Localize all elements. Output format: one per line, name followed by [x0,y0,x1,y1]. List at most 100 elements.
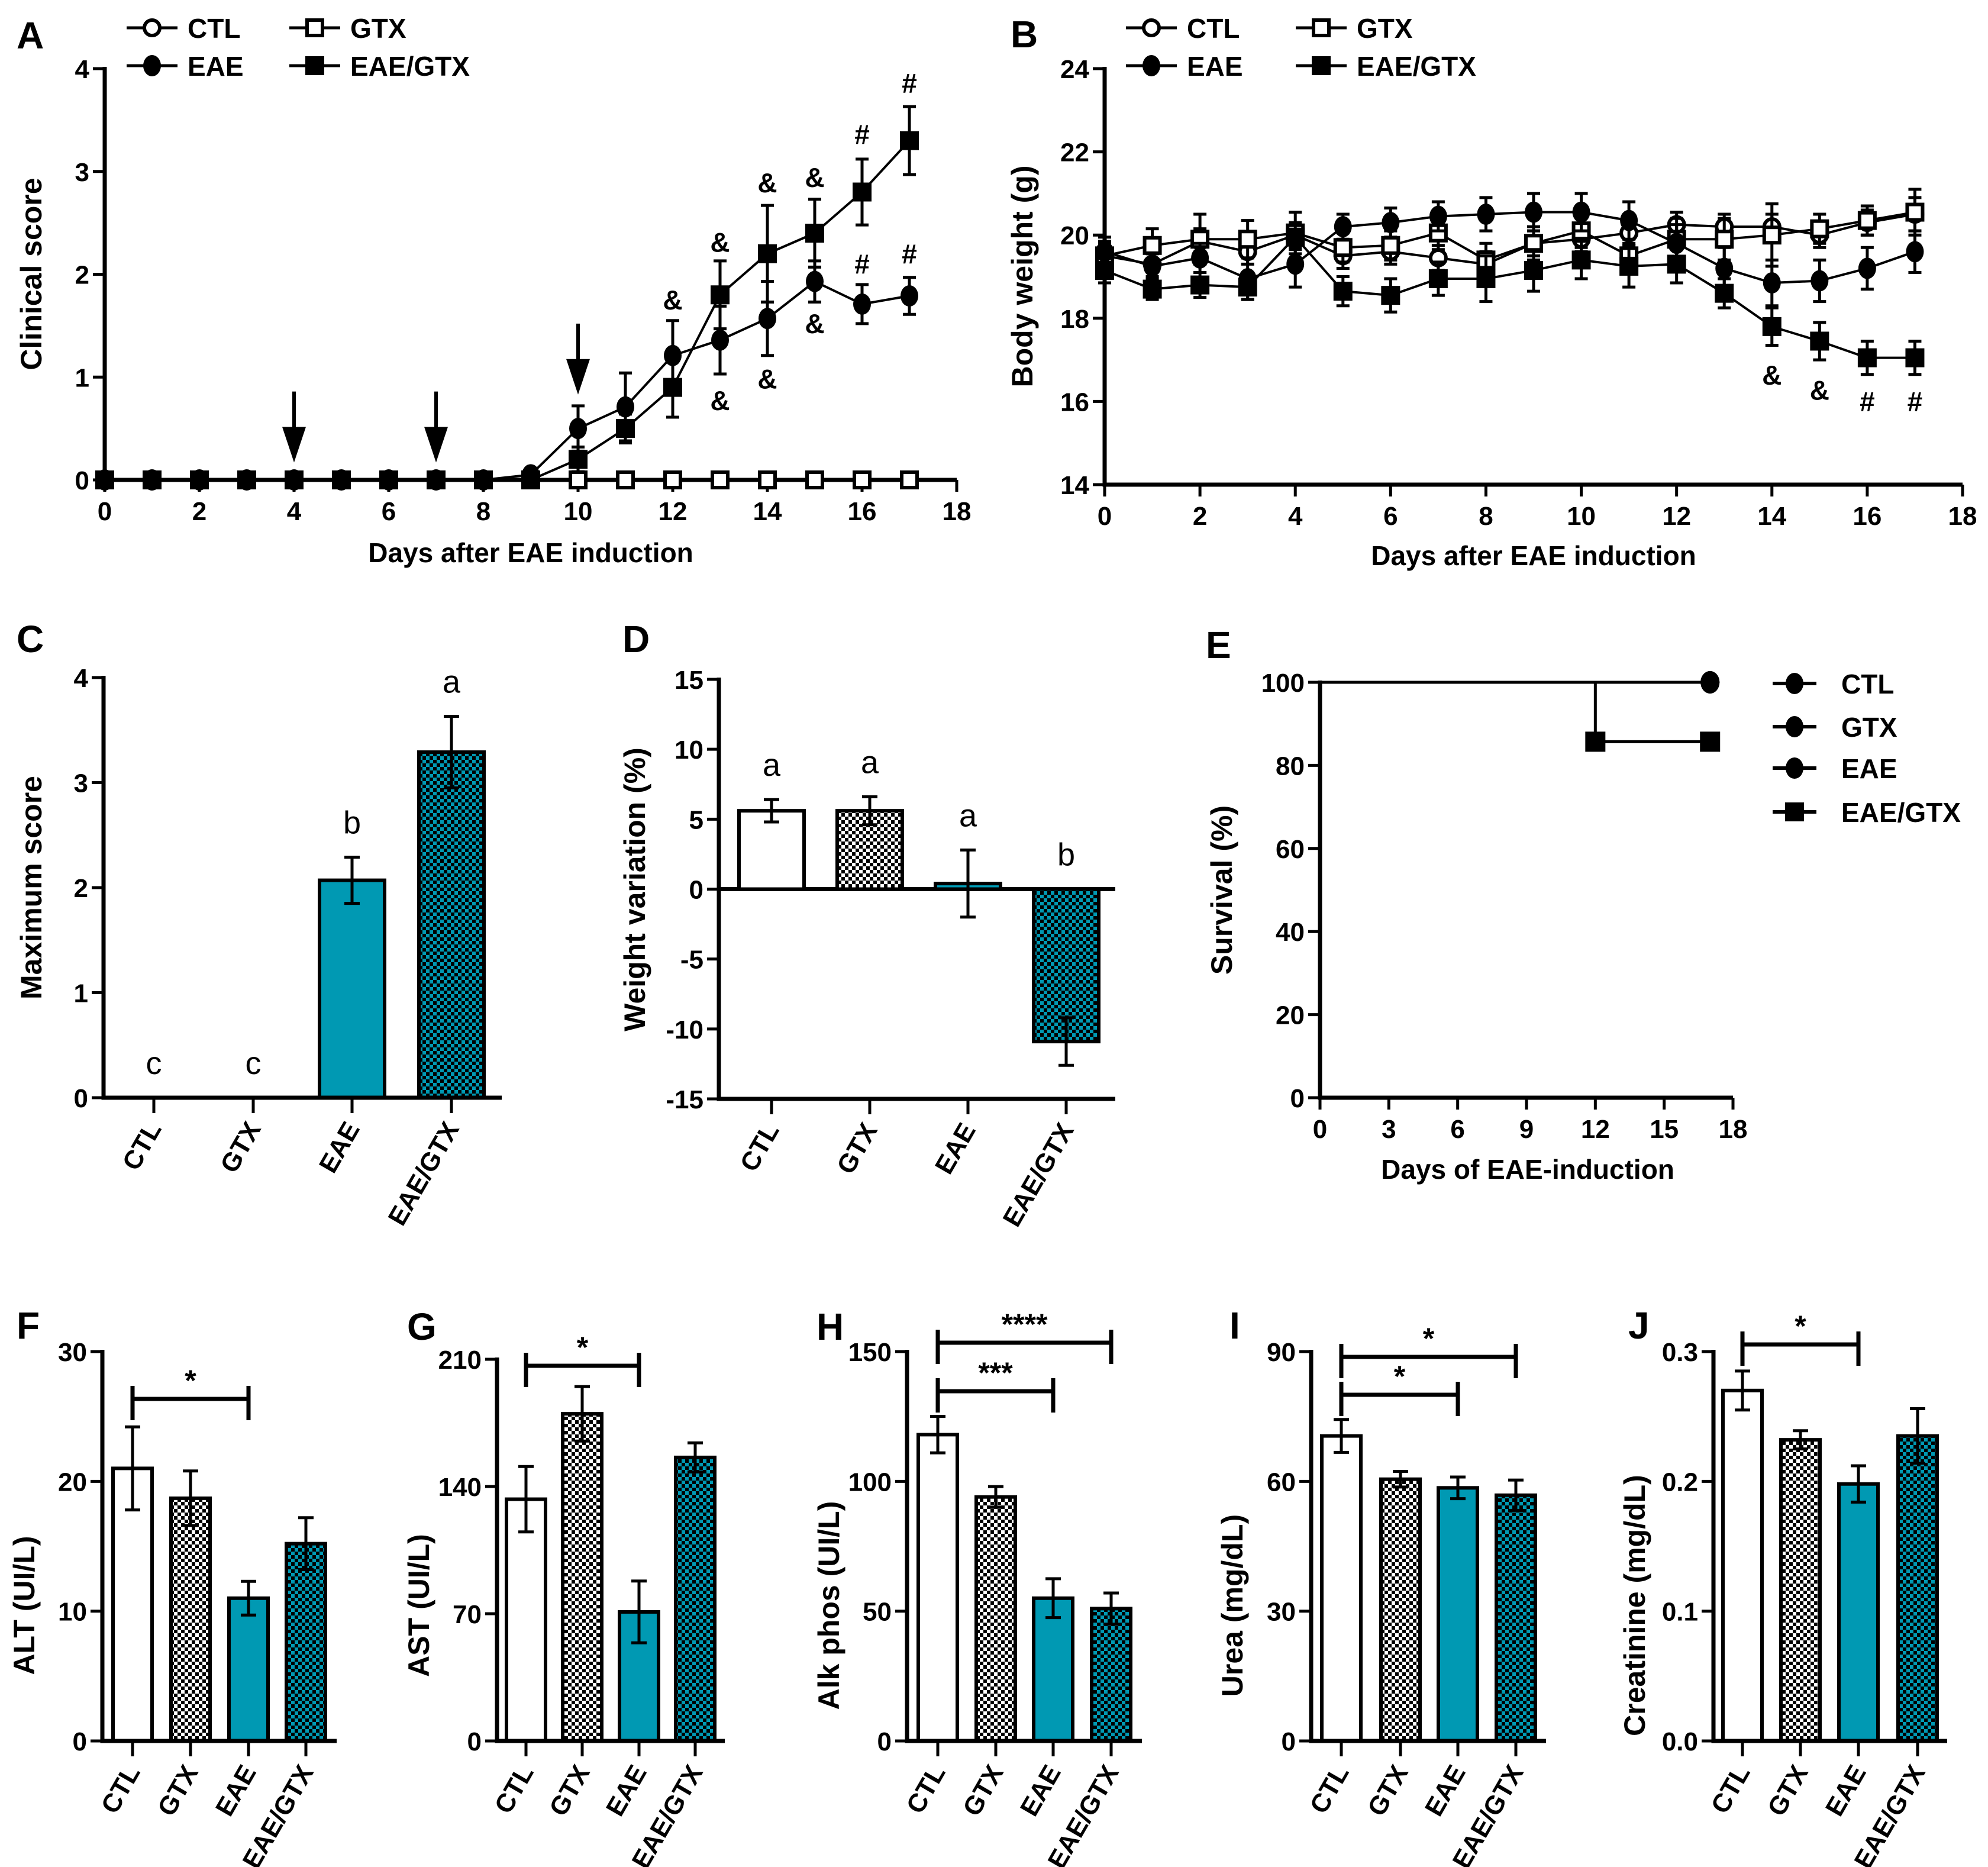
significance-mark: & [663,285,682,315]
open-square-marker [1762,225,1782,245]
legend-item: EAE/GTX [1773,797,1961,828]
y-tick-label: 30 [58,1338,87,1367]
open-square-marker [305,18,324,37]
category-label: CTL [901,1760,951,1819]
group-letter: c [146,1046,162,1081]
x-tick-label: 0 [1313,1115,1327,1144]
error-bar [125,1425,140,1512]
bar-gtx [561,1412,604,1743]
category-label: GTX [1362,1760,1414,1821]
x-tick-label: 4 [287,497,302,526]
open-circle-marker [1142,18,1161,37]
panel-label: F [17,1304,40,1347]
bar-gtx [169,1496,212,1743]
category-label: CTL [489,1760,539,1819]
significance-mark: & [710,227,730,258]
open-square-marker [1143,236,1162,255]
y-tick-label: 60 [1276,835,1305,864]
x-tick-label: 18 [1719,1115,1748,1144]
bar-eae [1837,1482,1880,1743]
significance-bracket [1339,1382,1460,1416]
legend-label: EAE [1187,51,1243,82]
open-square-marker [1857,211,1877,230]
x-tick-label: 6 [1450,1115,1464,1144]
legend-label: CTL [1841,669,1894,699]
error-bar [241,1579,256,1617]
filled-square-marker [1524,260,1543,280]
y-tick-label: 16 [1060,388,1089,417]
filled-square-marker [1143,279,1162,299]
error-bar [1910,1407,1925,1465]
filled-circle-marker [1477,204,1495,225]
y-tick-label: 15 [674,666,703,695]
open-square-marker [853,470,872,489]
category-label: CTL [734,1118,785,1177]
y-axis-title: ALT (UI/L) [8,1536,41,1675]
legend-label: GTX [1841,712,1897,743]
filled-square-marker [1762,317,1782,336]
filled-square-marker [1667,254,1686,274]
category-label: GTX [831,1118,883,1179]
filled-circle-marker [1334,216,1352,238]
bar-eae-gtx [1032,887,1100,1044]
series-line [1104,211,1915,262]
legend-item: GTX [289,13,406,44]
open-square-marker [1715,230,1734,249]
x-tick-label: 15 [1650,1115,1679,1144]
series-eae [1096,192,1924,308]
bar-ctl [916,1433,959,1743]
bar-eae-gtx [1896,1434,1939,1743]
open-square-marker [711,470,730,489]
filled-square-marker [1905,348,1925,367]
filled-circle-marker [1810,270,1829,292]
category-label: GTX [544,1760,596,1821]
significance-mark: & [1762,360,1782,391]
legend-item: EAE/GTX [1296,51,1476,82]
legend-item: EAE [1126,51,1243,82]
open-square-marker [569,470,588,489]
y-tick-label: -10 [666,1015,703,1044]
group-letter: a [763,747,781,783]
panel-c: C 0 1 2 3 4 Maximum score c CTL c GTX b EAE a EAE/GTX [15,618,502,1230]
filled-circle-marker [806,270,824,292]
category-label: EAE [930,1118,982,1179]
bar-eae-gtx [417,750,486,1099]
legend-item: EAE [127,51,244,82]
y-tick-label: 40 [1276,918,1305,947]
category-label: EAE [314,1117,366,1178]
open-square-marker [1428,223,1448,243]
y-tick-label: 150 [848,1338,892,1367]
significance-bracket [524,1353,641,1387]
x-tick-label: 9 [1519,1115,1534,1144]
significance-mark: # [854,119,870,150]
filled-circle-marker [1191,247,1209,269]
series-line [105,140,911,481]
panel-label: C [17,618,44,660]
filled-circle-marker [1143,255,1161,277]
category-label: CTL [1705,1760,1755,1819]
open-square-marker [1381,236,1400,255]
y-tick-label: 3 [74,769,88,798]
category-label: EAE [1015,1760,1067,1821]
category-label: GTX [215,1117,267,1178]
legend-item: CTL [1773,669,1894,699]
error-bar [1735,1369,1750,1412]
x-tick-label: 18 [943,497,972,526]
filled-square-marker [379,470,398,489]
filled-square-marker [1810,331,1829,351]
significance-mark: & [710,385,730,416]
significance-mark: # [854,249,870,279]
group-letter: b [343,805,361,841]
open-square-marker [900,470,919,489]
filled-square-marker [1700,731,1721,752]
error-bar [988,1485,1003,1509]
panel-label: H [816,1305,844,1348]
x-tick-label: 12 [1581,1115,1610,1144]
bar-eae [318,878,386,1099]
error-bar [631,1579,647,1644]
significance-mark: & [757,167,777,198]
filled-circle-marker [1525,201,1542,223]
open-square-marker [1238,230,1257,249]
